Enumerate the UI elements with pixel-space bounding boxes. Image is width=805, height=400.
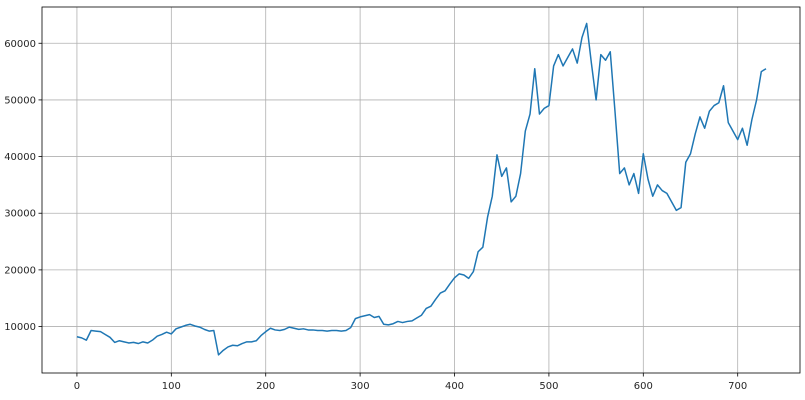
x-tick-label: 0 (74, 381, 80, 392)
y-tick-label: 40000 (4, 152, 36, 163)
y-tick-label: 20000 (4, 265, 36, 276)
grid-lines (42, 7, 800, 373)
x-tick-label: 700 (728, 381, 747, 392)
series-line (76, 22, 767, 356)
x-tick-label: 600 (634, 381, 653, 392)
x-tick-label: 200 (256, 381, 275, 392)
plot-frame (41, 6, 801, 374)
x-tick-label: 100 (162, 381, 181, 392)
y-tick-label: 10000 (4, 322, 36, 333)
x-axis: 0 100 200 300 400 500 600 700 (74, 373, 747, 392)
y-tick-label: 50000 (4, 95, 36, 106)
y-tick-label: 60000 (4, 39, 36, 50)
plot-background (42, 7, 800, 373)
x-tick-label: 500 (539, 381, 558, 392)
y-tick-label: 30000 (4, 209, 36, 220)
x-tick-label: 300 (351, 381, 370, 392)
x-tick-label: 400 (445, 381, 464, 392)
y-axis: 10000 20000 30000 40000 50000 60000 (4, 39, 42, 333)
